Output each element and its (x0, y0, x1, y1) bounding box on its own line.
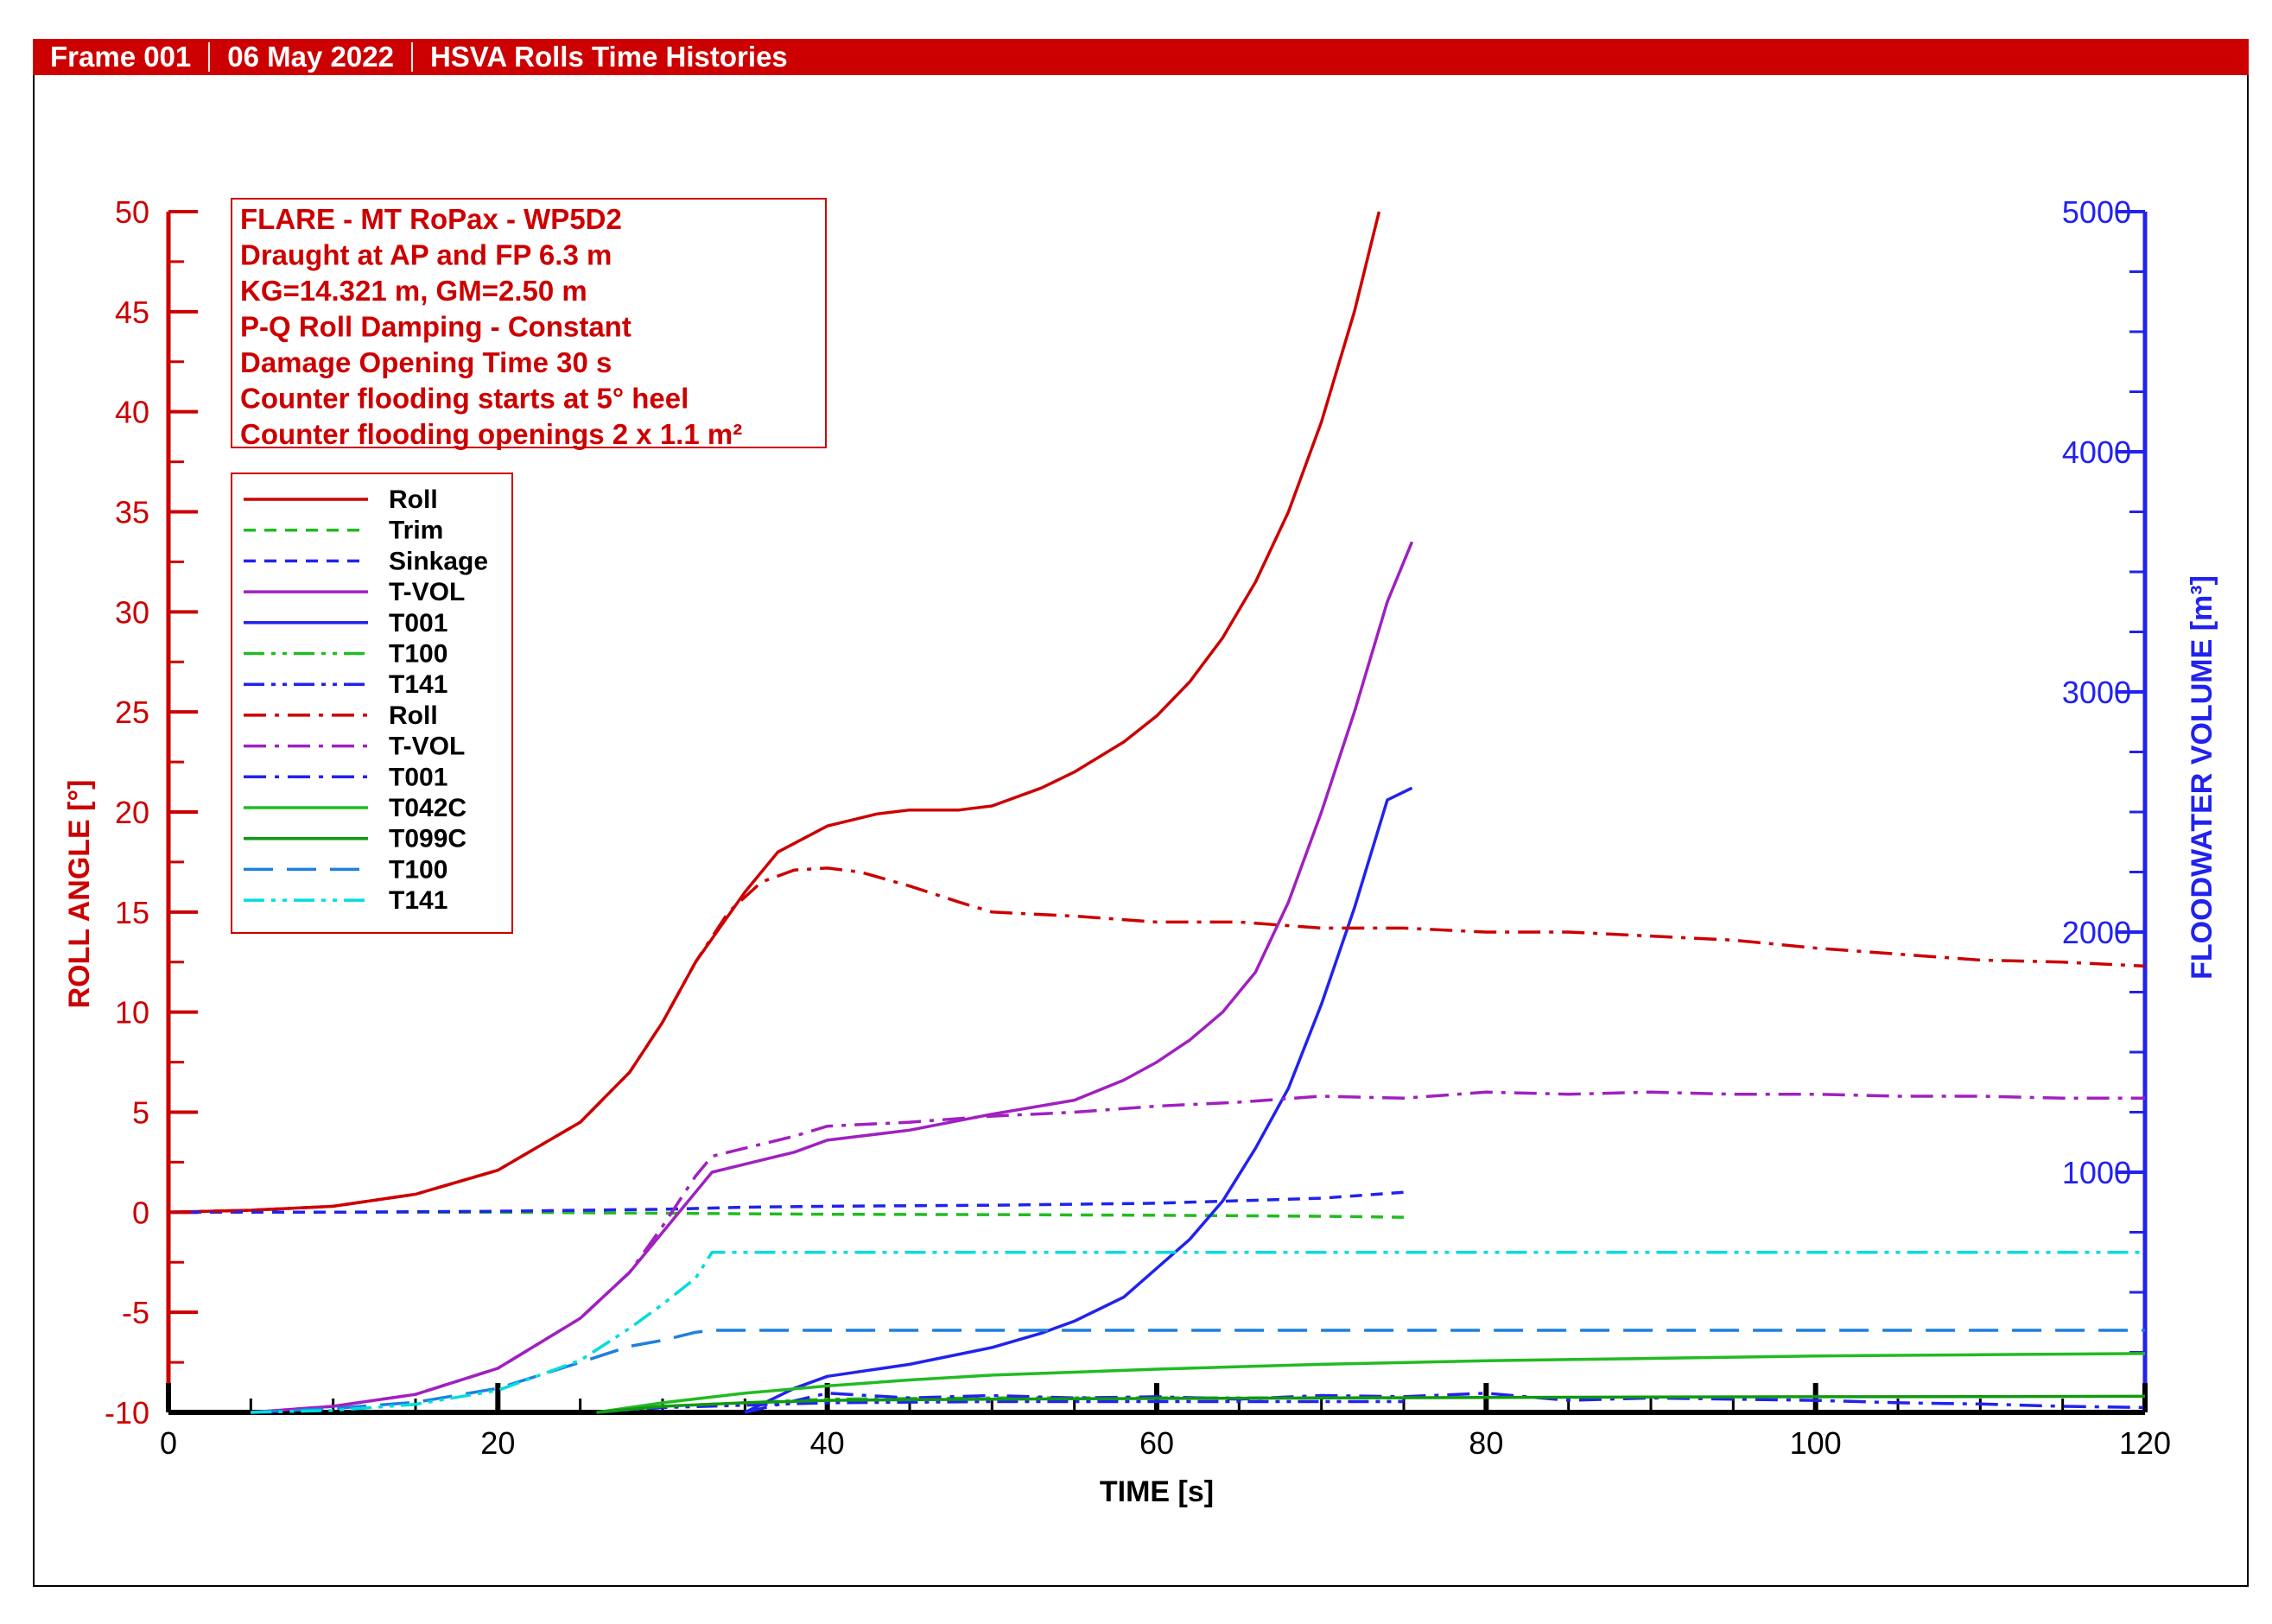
title-separator (410, 42, 413, 72)
series-line-3 (251, 541, 1414, 1414)
left-axis-title: ROLL ANGLE [°] (63, 780, 96, 1009)
legend-entry: T099C (389, 825, 466, 853)
legend-entry: Roll (389, 701, 438, 730)
right-tick-label: 3000 (2062, 675, 2131, 710)
legend-entry: T-VOL (389, 733, 465, 761)
legend-entry: Trim (389, 517, 443, 545)
x-tick-label: 100 (1790, 1425, 1842, 1461)
x-tick-label: 120 (2119, 1425, 2171, 1461)
right-tick-label: 5000 (2062, 194, 2131, 230)
right-tick-label: 4000 (2062, 435, 2131, 470)
left-tick-label: 30 (115, 594, 149, 630)
legend-entry: T001 (389, 609, 447, 638)
legend-box (231, 473, 513, 934)
x-tick-label: 40 (810, 1425, 845, 1461)
series-line-11 (596, 1394, 2146, 1414)
series-line-9 (744, 1392, 2146, 1414)
left-tick-label: 15 (115, 895, 149, 930)
series-line-7 (168, 866, 2146, 1215)
date-label: 06 May 2022 (227, 41, 394, 73)
left-tick-label: 45 (115, 295, 149, 330)
series-line-13 (251, 1250, 2145, 1414)
x-tick-label: 20 (480, 1425, 515, 1461)
right-axis-title: FLOODWATER VOLUME [m³] (2186, 575, 2218, 980)
info-line: FLARE - MT RoPax - WP5D2 (240, 203, 622, 235)
x-axis-title: TIME [s] (1100, 1475, 1214, 1508)
legend-entry: T042C (389, 794, 466, 822)
series-line-10 (596, 1352, 2146, 1414)
legend-entry: T141 (389, 670, 447, 699)
info-line: P-Q Roll Damping - Constant (240, 311, 631, 343)
left-tick-label: 25 (115, 695, 149, 730)
x-tick-label: 80 (1469, 1425, 1503, 1461)
title-bar: Frame 001 06 May 2022 HSVA Rolls Time Hi… (33, 39, 2249, 75)
legend-entry: T001 (389, 763, 447, 791)
legend-entry: T141 (389, 886, 447, 915)
series-line-1 (168, 1210, 1405, 1219)
legend-entry: T100 (389, 855, 447, 884)
left-tick-label: 10 (115, 995, 149, 1031)
legend-entry: Sinkage (389, 547, 488, 575)
info-line: KG=14.321 m, GM=2.50 m (240, 275, 587, 307)
frame-label: Frame 001 (50, 41, 192, 73)
left-tick-label: 40 (115, 395, 149, 430)
legend-entry: T100 (389, 640, 447, 669)
series-line-8 (251, 1090, 2145, 1414)
info-line: Counter flooding openings 2 x 1.1 m² (240, 418, 742, 450)
left-tick-label: 50 (115, 194, 149, 230)
info-box (231, 198, 827, 448)
legend-entry: T-VOL (389, 578, 465, 606)
info-line: Damage Opening Time 30 s (240, 346, 612, 378)
right-tick-label: 2000 (2062, 915, 2131, 950)
left-tick-label: -10 (105, 1395, 149, 1431)
left-tick-label: 20 (115, 795, 149, 830)
right-tick-label: 1000 (2062, 1155, 2131, 1190)
left-tick-label: 35 (115, 495, 149, 530)
info-line: Counter flooding starts at 5° heel (240, 383, 689, 415)
info-line: Draught at AP and FP 6.3 m (240, 239, 612, 271)
left-tick-label: -5 (122, 1295, 149, 1330)
chart-title: HSVA Rolls Time Histories (429, 41, 788, 73)
series-line-4 (744, 786, 1413, 1414)
legend-entry: Roll (389, 485, 438, 514)
left-tick-label: 0 (132, 1195, 149, 1230)
series-line-12 (251, 1329, 2145, 1414)
x-tick-label: 0 (160, 1425, 177, 1461)
title-separator (208, 42, 211, 72)
x-tick-label: 60 (1139, 1425, 1174, 1461)
left-tick-label: 5 (132, 1095, 149, 1131)
